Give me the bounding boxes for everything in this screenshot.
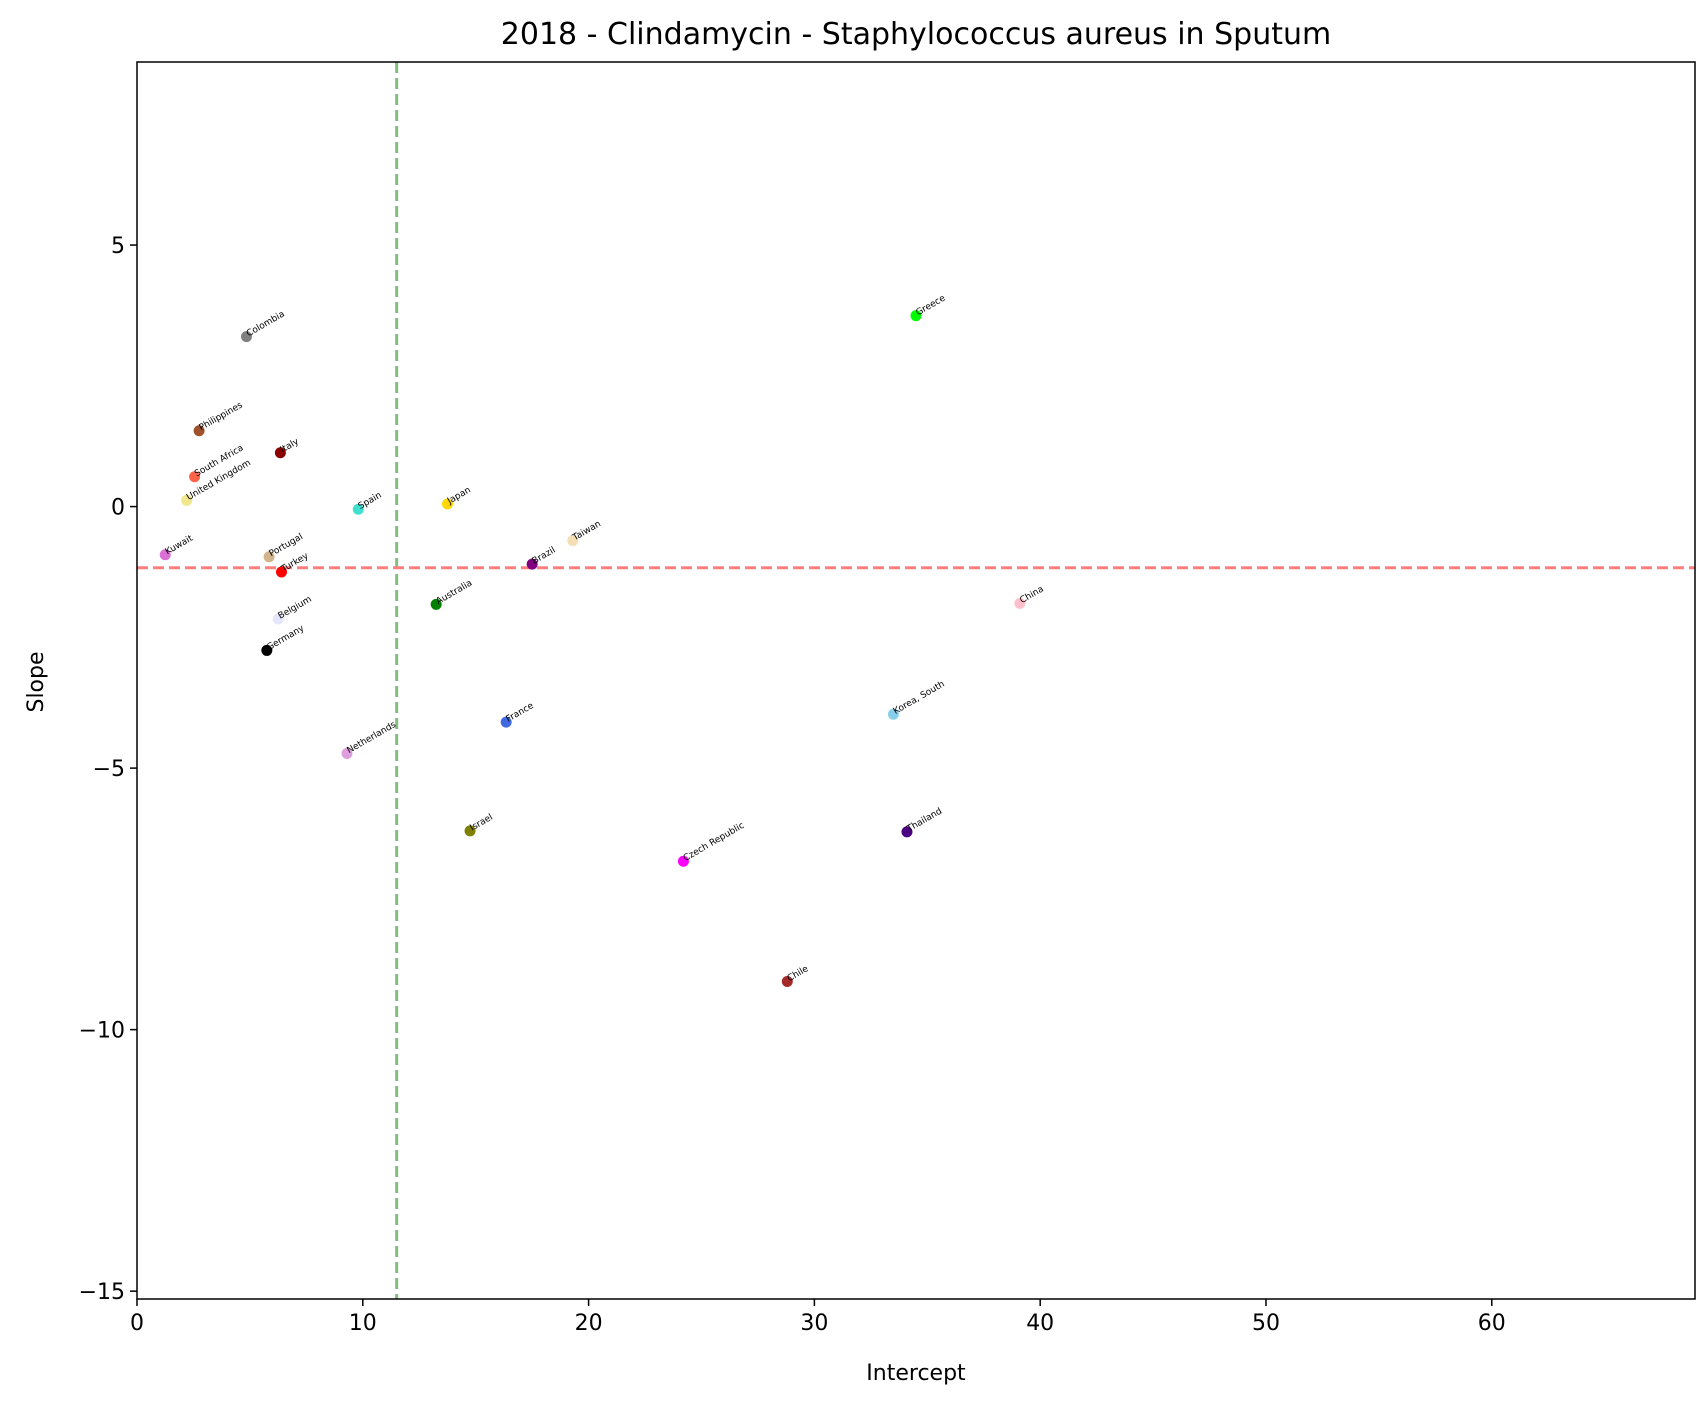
x-tick-label: 30 [800,1311,828,1336]
x-tick-label: 20 [575,1311,603,1336]
data-point [274,447,286,459]
data-point [677,855,689,867]
data-point [567,535,579,547]
data-point [241,331,253,343]
data-point [276,566,288,578]
data-point [1014,597,1026,609]
y-tick-label: 5 [111,234,125,259]
data-point [263,551,275,563]
x-tick-label: 50 [1252,1311,1280,1336]
data-point [441,498,453,510]
data-point [181,494,193,506]
data-point [526,558,538,570]
data-point [272,613,284,625]
plot-area-frame [136,61,1696,1300]
data-point [500,716,512,728]
chart-title: 2018 - Clindamycin - Staphylococcus aure… [501,17,1331,52]
data-point [193,425,205,437]
x-tick-label: 0 [130,1311,144,1336]
y-axis-label: Slope [24,651,49,712]
y-axis-ticks: 5 0 −5 −10 −15 [79,234,137,1305]
reference-lines [137,62,1695,1299]
data-point [901,826,913,838]
y-tick-label: −15 [79,1280,125,1305]
y-tick-label: −10 [79,1019,125,1044]
data-points [159,310,1026,988]
x-axis-ticks: 0 10 20 30 40 50 60 [130,1299,1506,1336]
data-point [430,598,442,610]
y-tick-label: −5 [93,757,125,782]
data-point [887,708,899,720]
x-tick-label: 60 [1478,1311,1506,1336]
data-point [464,825,476,837]
data-point [341,747,353,759]
data-point [159,549,171,561]
data-point [261,644,273,656]
x-tick-label: 40 [1026,1311,1054,1336]
data-point [189,471,201,483]
x-axis-label: Intercept [866,1361,966,1386]
x-tick-label: 10 [349,1311,377,1336]
data-point [910,310,922,322]
data-point [352,503,364,515]
y-tick-label: 0 [111,496,125,521]
data-point [781,976,793,988]
